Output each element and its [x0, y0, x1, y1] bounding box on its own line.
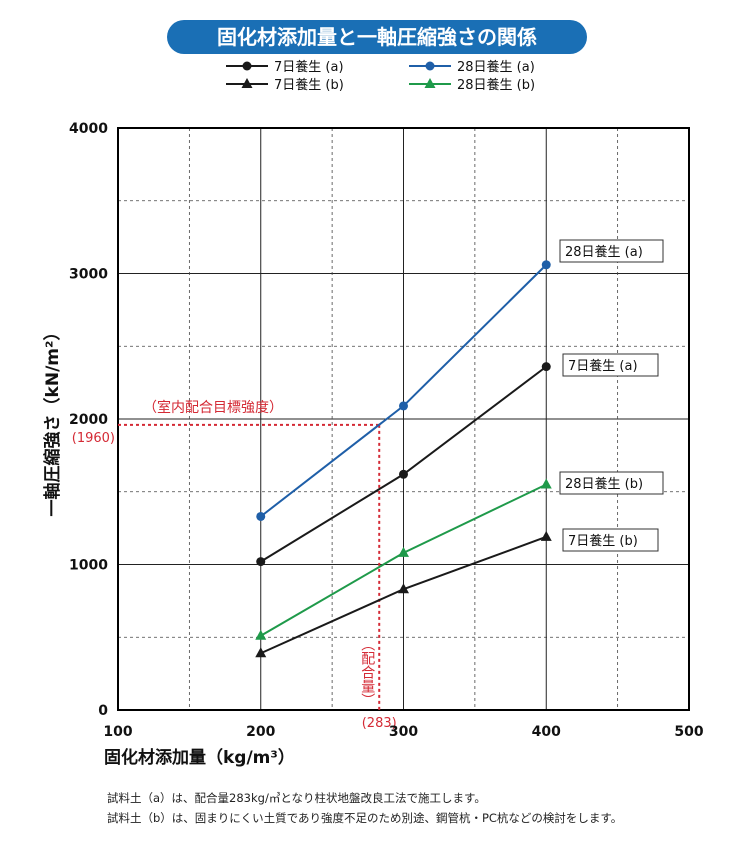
data-point [256, 511, 266, 521]
legend-swatch-marker [424, 78, 436, 88]
y-tick-label: 4000 [69, 121, 108, 137]
legend: 7日養生 (a) 28日養生 (a) 7日養生 (b) 28日養生 (b) [226, 59, 535, 93]
series-callout-label: 28日養生 (a) [565, 244, 643, 260]
grid [118, 128, 689, 710]
series-callout-box [562, 353, 659, 377]
data-point [540, 530, 552, 541]
series-callouts: 7日養生 (a) 28日養生 (a) 7日養生 (b) 28日養生 (b) [559, 239, 664, 552]
data-point [398, 583, 409, 594]
note-a: 試料土（a）は、配合量283kg/㎥となり柱状地盤改良工法で施工します。 [107, 791, 486, 805]
target-strength-label: （室内配合目標強度） [143, 399, 283, 416]
plot-frame [117, 127, 690, 711]
reference-lines: （室内配合目標強度） (1960) （配合量） (283) [72, 399, 397, 731]
legend-swatch-marker [425, 61, 435, 71]
series-group [255, 260, 552, 658]
mix-value-label: (283) [362, 716, 397, 731]
data-point [399, 469, 408, 479]
series-callout-label: 7日養生 (a) [568, 358, 638, 374]
x-tick-label: 100 [103, 724, 132, 740]
y-tick-label: 0 [98, 703, 108, 719]
x-tick-label: 500 [674, 724, 703, 740]
series-callout-box [559, 471, 664, 495]
data-point [255, 629, 267, 640]
series-callout-box [562, 528, 659, 552]
data-point [541, 260, 551, 270]
data-point [255, 647, 267, 658]
target-value-label: (1960) [72, 431, 115, 446]
series-callout-label: 7日養生 (b) [568, 533, 638, 549]
x-tick-label: 200 [246, 724, 275, 740]
data-point [540, 478, 552, 489]
y-axis-label: 一軸圧縮強さ（kN/m²） [42, 324, 63, 517]
chart-title: 固化材添加量と一軸圧縮強さの関係 [217, 25, 537, 49]
y-tick-label: 1000 [69, 558, 108, 574]
legend-label: 7日養生 (b) [274, 77, 344, 93]
data-point [399, 401, 408, 411]
legend-label: 7日養生 (a) [274, 59, 344, 75]
tick-labels: 100 200 300 400 500 0 1000 2000 3000 4000 [69, 121, 704, 740]
note-b: 試料土（b）は、固まりにくい土質であり強度不足のため別途、鋼管杭・PC杭などの検… [107, 811, 623, 825]
data-point [541, 362, 551, 372]
series-callout-label: 28日養生 (b) [565, 476, 643, 492]
data-point [256, 557, 266, 567]
x-tick-label: 400 [532, 724, 561, 740]
x-tick-label: 300 [389, 724, 418, 740]
legend-swatch-marker [242, 61, 252, 71]
data-point [398, 546, 409, 557]
y-tick-label: 3000 [69, 267, 108, 283]
legend-label: 28日養生 (b) [457, 77, 535, 93]
title-banner [167, 20, 587, 54]
x-axis-label: 固化材添加量（kg/m³） [104, 747, 295, 768]
chart: 固化材添加量と一軸圧縮強さの関係 （室内配合目標強度） (1960) （配合量） (2… [42, 20, 704, 768]
legend-label: 28日養生 (a) [457, 59, 535, 75]
mix-amount-label: （配合量） [359, 637, 375, 707]
legend-swatch-marker [241, 78, 253, 88]
series-callout-box [559, 239, 664, 263]
y-tick-label: 2000 [69, 412, 108, 428]
